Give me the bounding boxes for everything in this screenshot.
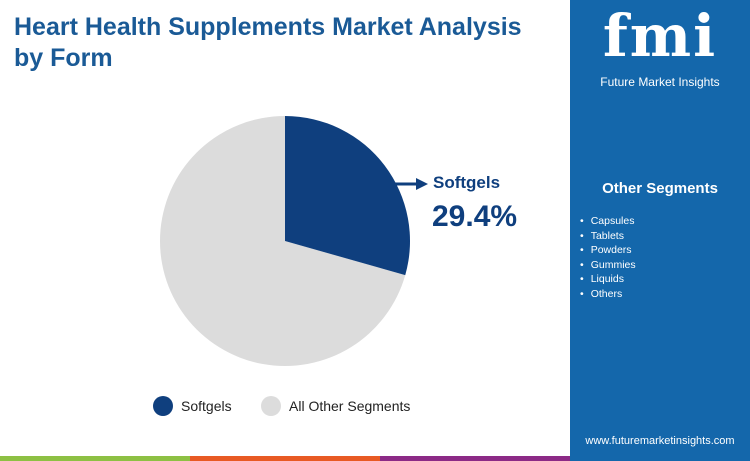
segment-item: Gummies xyxy=(580,258,636,273)
other-segments-heading: Other Segments xyxy=(602,180,718,197)
callout-value: 29.4% xyxy=(432,200,518,233)
pie-slice-softgels xyxy=(285,116,410,276)
segment-item: Others xyxy=(580,287,636,302)
segment-item: Capsules xyxy=(580,214,636,229)
arrow-head-icon xyxy=(416,178,428,190)
footer-bar-green xyxy=(0,456,190,461)
legend-swatch xyxy=(261,396,281,416)
other-segments-list: Capsules Tablets Powders Gummies Liquids… xyxy=(580,214,636,302)
pie-chart xyxy=(160,116,428,366)
website-url: www.futuremarketinsights.com xyxy=(585,435,735,447)
page-title: Heart Health Supplements Market Analysis… xyxy=(14,13,522,72)
pie-slice-all-other-segments xyxy=(160,116,406,366)
segment-item: Tablets xyxy=(580,229,636,244)
logo-name: Future Market Insights xyxy=(600,75,720,89)
footer-bar-orange xyxy=(190,456,380,461)
legend-label: Softgels xyxy=(181,398,232,414)
segment-item: Liquids xyxy=(580,272,636,287)
logo-mark: fmi xyxy=(602,2,718,70)
callout-label: Softgels xyxy=(433,173,501,192)
side-panel: fmi Future Market Insights Other Segment… xyxy=(570,0,750,461)
legend-item-softgels: Softgels xyxy=(153,396,232,416)
fmi-logo: fmi Future Market Insights xyxy=(570,2,750,90)
segment-item: Powders xyxy=(580,243,636,258)
legend-item-other: All Other Segments xyxy=(261,396,410,416)
footer-bar-purple xyxy=(380,456,570,461)
legend-swatch xyxy=(153,396,173,416)
legend-label: All Other Segments xyxy=(289,398,411,414)
